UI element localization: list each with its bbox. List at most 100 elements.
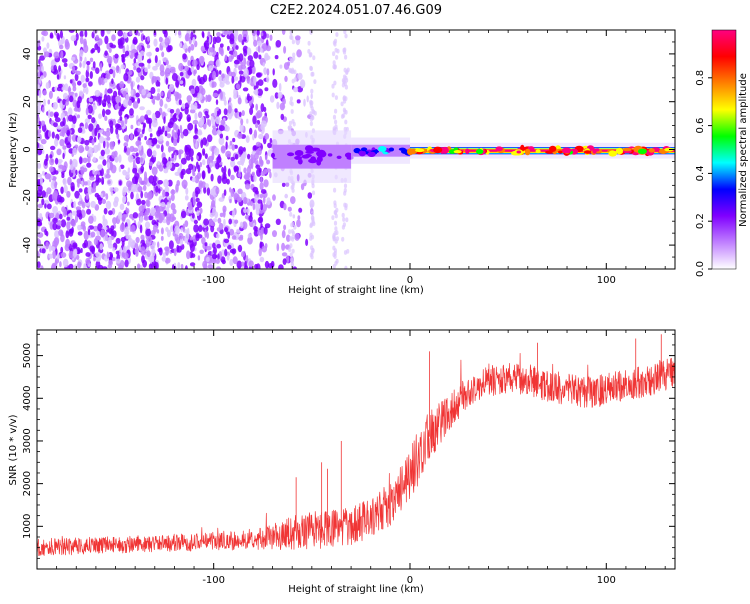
spectrogram-noise-speckle: [83, 230, 90, 240]
spectrogram-noise-speckle: [215, 116, 221, 125]
spectrogram-noise-speckle: [122, 252, 129, 260]
spectrogram-noise-speckle: [99, 243, 104, 251]
spectrogram-noise-speckle: [238, 111, 242, 118]
spectrogram-noise-speckle: [76, 136, 82, 144]
spectrogram-noise-speckle: [244, 260, 247, 268]
spectrogram-noise-speckle: [263, 67, 267, 74]
spectrogram-noise-speckle: [181, 179, 188, 189]
spectrogram-band-blob: [294, 150, 304, 157]
spectrogram-noise-speckle: [57, 159, 63, 164]
spectrogram-noise-speckle: [184, 106, 189, 115]
spectrogram-noise-speckle: [229, 140, 233, 146]
spectrogram-noise-speckle: [237, 97, 242, 105]
spectrogram-streak-speckle: [334, 213, 338, 219]
spectrogram-band-blob: [287, 152, 295, 157]
spectrogram-noise-speckle: [54, 138, 59, 147]
spectrogram-streak-speckle: [343, 250, 348, 255]
spectrogram-noise-speckle: [75, 206, 82, 211]
spectrogram-streak-speckle: [289, 96, 293, 102]
spectrogram-noise-speckle: [204, 229, 207, 238]
spectrogram-noise-speckle: [179, 80, 184, 85]
spectrogram-noise-speckle: [96, 144, 99, 152]
spectrogram-noise-speckle: [54, 170, 59, 175]
spectrogram-noise-speckle: [260, 189, 267, 194]
spectrogram-noise-speckle: [164, 186, 170, 194]
spectrogram-noise-speckle: [215, 186, 220, 195]
spectrogram-noise-speckle: [152, 99, 156, 105]
spectrogram-noise-speckle: [84, 145, 90, 152]
spectrogram-noise-speckle: [255, 263, 261, 269]
spectrogram-noise-speckle: [138, 205, 145, 213]
spectrogram-noise-speckle: [125, 94, 129, 103]
spectrogram-noise-speckle: [69, 95, 74, 103]
spectrogram-noise-speckle: [107, 55, 113, 65]
spectrogram-noise-speckle: [125, 208, 130, 214]
spectrogram-band-blob: [407, 148, 414, 156]
spectrogram-noise-speckle: [99, 155, 105, 160]
spectrogram-noise-speckle: [154, 211, 160, 219]
spectrogram-noise-speckle: [123, 32, 128, 39]
spectrogram-noise-speckle: [167, 179, 173, 187]
spectrogram-noise-speckle: [106, 94, 111, 104]
spectrogram-noise-speckle: [91, 187, 95, 194]
spectrogram-noise-speckle: [204, 183, 209, 189]
spectrogram-noise-speckle: [37, 129, 42, 134]
spectrogram-noise-speckle: [54, 157, 59, 165]
spectrogram-noise-speckle: [100, 30, 105, 37]
spectrogram-noise-speckle: [180, 157, 187, 165]
spectrogram-noise-speckle: [157, 135, 164, 142]
colorbar-tick-label: 0.2: [695, 213, 706, 229]
spectrogram-noise-speckle: [186, 95, 192, 103]
spectrogram-noise-speckle: [59, 138, 65, 147]
spectrogram-noise-speckle: [260, 201, 264, 211]
spectrogram-noise-speckle: [85, 192, 90, 200]
spectrogram-noise-speckle: [231, 235, 237, 240]
spectrogram-noise-speckle: [129, 108, 134, 116]
spectrogram-noise-speckle: [114, 53, 119, 59]
spectrogram-noise-speckle: [243, 48, 248, 57]
spectrogram-noise-speckle: [57, 83, 63, 89]
spectrogram-noise-speckle: [48, 212, 55, 219]
spectrogram-noise-speckle: [56, 32, 60, 40]
spectrogram-noise-speckle: [60, 234, 65, 243]
spectrogram-noise-speckle: [117, 211, 123, 220]
spectrogram-noise-speckle: [227, 244, 232, 250]
spectrogram-streak-speckle: [290, 35, 294, 41]
colorbar-tick-label: 0.8: [695, 70, 706, 86]
spectrogram-noise-speckle: [133, 39, 138, 44]
spectrogram-noise-speckle: [62, 208, 67, 218]
spectrogram-noise-speckle: [255, 103, 258, 111]
spectrogram-noise-speckle: [257, 229, 263, 236]
spectrogram-noise-speckle: [272, 194, 276, 201]
colorbar-ticks: 0.0 0.2 0.4 0.6 0.8: [695, 70, 712, 277]
spectrogram-noise-speckle: [205, 114, 210, 119]
spectrogram-noise-speckle: [163, 30, 168, 38]
spectrogram-noise-speckle: [294, 232, 300, 241]
spectrogram-noise-speckle: [108, 210, 113, 216]
spectrogram-noise-speckle: [127, 71, 132, 76]
spectrogram-streak-speckle: [342, 74, 347, 80]
snr-marks: [37, 334, 675, 556]
spectrogram-noise-speckle: [294, 35, 301, 41]
spectrogram-band-blob: [273, 154, 282, 159]
spectrogram-noise-speckle: [174, 225, 180, 235]
spectrogram-noise-speckle: [71, 123, 76, 129]
spectrogram-noise-speckle: [106, 161, 111, 169]
spectrogram-noise-speckle: [112, 230, 117, 238]
spectrogram-noise-speckle: [192, 59, 198, 67]
spectrogram-marks: [37, 30, 675, 269]
spectrogram-noise-speckle: [175, 108, 181, 116]
spectrogram-band-blob: [297, 158, 303, 165]
spectrogram-noise-speckle: [192, 197, 196, 206]
spectrogram-streak-speckle: [343, 191, 347, 196]
spectrogram-streak-speckle: [311, 115, 315, 121]
spectrogram-noise-speckle: [255, 72, 262, 78]
spectrogram-streak-speckle: [344, 33, 348, 39]
spectrogram-noise-speckle: [47, 99, 51, 105]
spectrogram-noise-speckle: [140, 165, 145, 172]
spectrogram-noise-speckle: [85, 77, 90, 82]
spectrogram-noise-speckle: [221, 259, 226, 265]
spectrogram-noise-speckle: [113, 56, 119, 64]
spectrogram-noise-speckle: [260, 124, 265, 131]
spectrogram-noise-speckle: [221, 176, 228, 184]
